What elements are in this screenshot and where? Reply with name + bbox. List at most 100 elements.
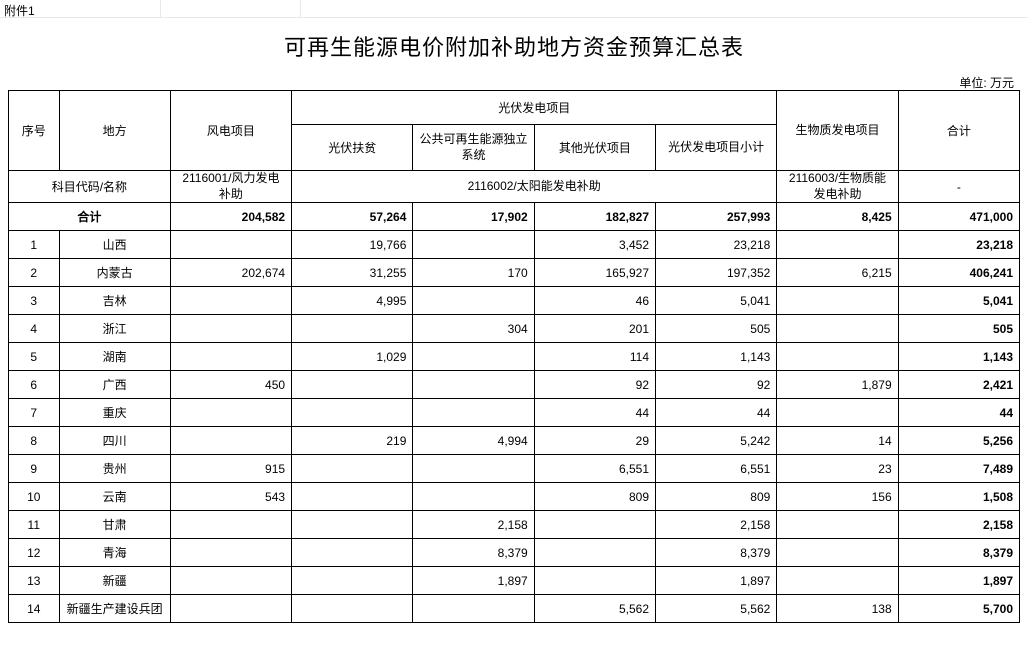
cell-pv-poverty — [292, 567, 413, 595]
cell-biomass — [777, 511, 898, 539]
cell-pv-other: 201 — [534, 315, 655, 343]
hdr-pv-poverty: 光伏扶贫 — [292, 125, 413, 171]
hdr-seq: 序号 — [9, 91, 60, 171]
table-row: 6广西45092921,8792,421 — [9, 371, 1020, 399]
cell-pv-other: 165,927 — [534, 259, 655, 287]
cell-wind: 543 — [170, 483, 291, 511]
cell-region: 内蒙古 — [59, 259, 170, 287]
subject-label: 科目代码/名称 — [9, 171, 171, 203]
hdr-pv-other: 其他光伏项目 — [534, 125, 655, 171]
cell-total: 5,041 — [898, 287, 1019, 315]
cell-biomass — [777, 343, 898, 371]
hdr-region: 地方 — [59, 91, 170, 171]
cell-pv-public — [413, 371, 534, 399]
cell-seq: 3 — [9, 287, 60, 315]
cell-seq: 10 — [9, 483, 60, 511]
cell-region: 湖南 — [59, 343, 170, 371]
cell-total: 44 — [898, 399, 1019, 427]
cell-pv-poverty: 1,029 — [292, 343, 413, 371]
hdr-biomass: 生物质发电项目 — [777, 91, 898, 171]
table-row: 14新疆生产建设兵团5,5625,5621385,700 — [9, 595, 1020, 623]
cell-seq: 13 — [9, 567, 60, 595]
cell-total: 505 — [898, 315, 1019, 343]
cell-total: 8,379 — [898, 539, 1019, 567]
table-row: 8四川2194,994295,242145,256 — [9, 427, 1020, 455]
cell-region: 青海 — [59, 539, 170, 567]
cell-wind — [170, 539, 291, 567]
table-row: 9贵州9156,5516,551237,489 — [9, 455, 1020, 483]
cell-region: 甘肃 — [59, 511, 170, 539]
cell-pv-subtotal: 1,897 — [656, 567, 777, 595]
hdr-pv-subtotal: 光伏发电项目小计 — [656, 125, 777, 171]
subject-wind: 2116001/风力发电补助 — [170, 171, 291, 203]
cell-biomass — [777, 567, 898, 595]
cell-biomass: 156 — [777, 483, 898, 511]
cell-biomass — [777, 399, 898, 427]
cell-region: 云南 — [59, 483, 170, 511]
cell-pv-poverty: 4,995 — [292, 287, 413, 315]
sum-row: 合计 204,582 57,264 17,902 182,827 257,993… — [9, 203, 1020, 231]
cell-total: 5,700 — [898, 595, 1019, 623]
cell-wind — [170, 343, 291, 371]
cell-pv-public — [413, 595, 534, 623]
cell-pv-subtotal: 92 — [656, 371, 777, 399]
cell-biomass: 138 — [777, 595, 898, 623]
cell-seq: 6 — [9, 371, 60, 399]
cell-wind — [170, 427, 291, 455]
cell-wind — [170, 287, 291, 315]
title-area: 可再生能源电价附加补助地方资金预算汇总表 — [0, 30, 1028, 62]
cell-region: 新疆 — [59, 567, 170, 595]
cell-seq: 12 — [9, 539, 60, 567]
sum-pv-poverty: 57,264 — [292, 203, 413, 231]
sum-wind: 204,582 — [170, 203, 291, 231]
cell-pv-poverty — [292, 511, 413, 539]
sum-pv-public: 17,902 — [413, 203, 534, 231]
cell-region: 广西 — [59, 371, 170, 399]
table-row: 5湖南1,0291141,1431,143 — [9, 343, 1020, 371]
cell-biomass — [777, 315, 898, 343]
cell-seq: 9 — [9, 455, 60, 483]
table-row: 3吉林4,995465,0415,041 — [9, 287, 1020, 315]
cell-pv-public: 170 — [413, 259, 534, 287]
cell-seq: 1 — [9, 231, 60, 259]
cell-pv-public — [413, 399, 534, 427]
cell-pv-public: 1,897 — [413, 567, 534, 595]
cell-total: 2,158 — [898, 511, 1019, 539]
cell-pv-subtotal: 5,041 — [656, 287, 777, 315]
cell-pv-subtotal: 2,158 — [656, 511, 777, 539]
cell-pv-other — [534, 539, 655, 567]
cell-pv-public — [413, 287, 534, 315]
table-row: 13新疆 1,897 1,897 1,897 — [9, 567, 1020, 595]
cell-pv-poverty — [292, 315, 413, 343]
table-row: 12青海8,3798,3798,379 — [9, 539, 1020, 567]
cell-total: 1,508 — [898, 483, 1019, 511]
cell-seq: 5 — [9, 343, 60, 371]
cell-biomass: 23 — [777, 455, 898, 483]
cell-region: 新疆生产建设兵团 — [59, 595, 170, 623]
hdr-pv-public: 公共可再生能源独立系统 — [413, 125, 534, 171]
cell-pv-poverty — [292, 483, 413, 511]
cell-biomass: 14 — [777, 427, 898, 455]
sum-biomass: 8,425 — [777, 203, 898, 231]
cell-pv-other: 114 — [534, 343, 655, 371]
cell-pv-public: 304 — [413, 315, 534, 343]
cell-pv-poverty — [292, 539, 413, 567]
cell-pv-poverty — [292, 371, 413, 399]
cell-biomass — [777, 287, 898, 315]
cell-region: 重庆 — [59, 399, 170, 427]
cell-pv-other: 29 — [534, 427, 655, 455]
cell-total: 7,489 — [898, 455, 1019, 483]
cell-total: 406,241 — [898, 259, 1019, 287]
table-row: 4浙江304201505505 — [9, 315, 1020, 343]
cell-biomass — [777, 231, 898, 259]
cell-pv-subtotal: 5,242 — [656, 427, 777, 455]
cell-pv-subtotal: 505 — [656, 315, 777, 343]
cell-wind: 915 — [170, 455, 291, 483]
cell-region: 浙江 — [59, 315, 170, 343]
cell-total: 1,897 — [898, 567, 1019, 595]
cell-pv-other: 6,551 — [534, 455, 655, 483]
cell-pv-public — [413, 343, 534, 371]
cell-seq: 7 — [9, 399, 60, 427]
subject-pv: 2116002/太阳能发电补助 — [292, 171, 777, 203]
cell-pv-subtotal: 44 — [656, 399, 777, 427]
